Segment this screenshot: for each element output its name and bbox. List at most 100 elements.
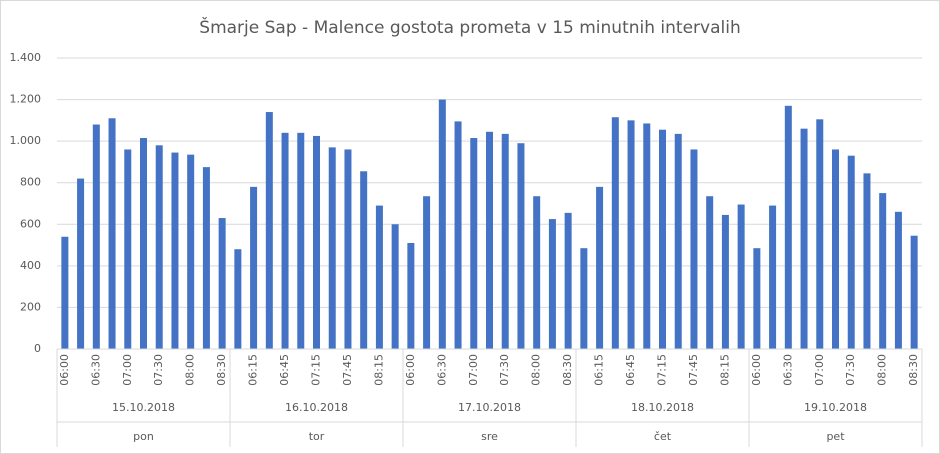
bar <box>108 118 116 350</box>
y-tick-label: 800 <box>20 176 41 189</box>
x-tick-label: 07:30 <box>152 354 165 386</box>
x-tick-label: 07:30 <box>498 354 511 386</box>
x-tick-label: 06:30 <box>435 354 448 386</box>
x-tick-label: 07:45 <box>687 354 700 386</box>
y-tick-label: 1.200 <box>10 93 42 106</box>
x-tick-label: 08:30 <box>215 354 228 386</box>
x-tick-label: 06:00 <box>404 354 417 386</box>
bar <box>548 219 556 349</box>
x-tick-label: 06:00 <box>750 354 763 386</box>
bar <box>61 236 69 349</box>
bar <box>816 119 824 349</box>
y-tick-label: 200 <box>20 300 41 313</box>
bar <box>202 167 210 349</box>
bar <box>674 133 682 349</box>
x-tick-label: 08:00 <box>530 354 543 386</box>
bar <box>910 235 918 349</box>
bar <box>250 186 258 349</box>
bar <box>800 128 808 349</box>
bar <box>140 138 147 349</box>
bar <box>659 129 666 349</box>
bar <box>721 214 729 349</box>
bar <box>894 211 902 349</box>
bar <box>832 149 839 349</box>
bar <box>643 123 651 349</box>
bar <box>234 249 242 349</box>
group-sublabel: sre <box>481 430 498 443</box>
bar <box>879 193 887 349</box>
x-tick-label: 07:00 <box>813 354 826 386</box>
group-label: 18.10.2018 <box>631 401 694 414</box>
bar <box>218 218 226 349</box>
y-tick-label: 0 <box>34 342 41 355</box>
x-tick-label: 08:30 <box>907 354 920 386</box>
bar <box>313 135 320 349</box>
x-tick-label: 07:45 <box>341 354 354 386</box>
y-tick-label: 1.400 <box>10 51 42 64</box>
bar <box>737 204 745 349</box>
bar <box>517 143 525 349</box>
group-sublabel: pet <box>826 430 845 443</box>
x-tick-label: 06:45 <box>624 354 637 386</box>
x-tick-label: 07:15 <box>656 354 669 386</box>
bar <box>784 105 792 349</box>
bar <box>690 149 698 349</box>
bar <box>187 154 195 349</box>
x-tick-label: 08:30 <box>561 354 574 386</box>
bar <box>281 132 289 349</box>
bar <box>265 112 273 350</box>
bar <box>171 152 179 349</box>
x-tick-label: 06:15 <box>247 354 260 386</box>
x-tick-label: 06:30 <box>781 354 794 386</box>
group-label: 19.10.2018 <box>804 401 867 414</box>
x-tick-label: 08:15 <box>372 354 385 386</box>
x-tick-label: 06:15 <box>593 354 606 386</box>
bar <box>438 99 446 349</box>
bar <box>627 120 635 349</box>
bar <box>155 145 163 349</box>
bar <box>753 248 761 349</box>
x-tick-label: 06:45 <box>278 354 291 386</box>
y-tick-label: 400 <box>20 259 41 272</box>
x-tick-label: 08:00 <box>184 354 197 386</box>
bar <box>92 124 100 349</box>
x-tick-label: 07:00 <box>467 354 480 386</box>
bar <box>297 132 305 349</box>
bar <box>596 186 604 349</box>
x-tick-label: 06:00 <box>58 354 71 386</box>
bar <box>533 196 541 349</box>
bar <box>454 121 462 350</box>
x-tick-label: 07:15 <box>310 354 323 386</box>
bar <box>501 133 509 349</box>
bar <box>706 196 714 349</box>
y-tick-label: 600 <box>20 217 41 230</box>
group-sublabel: pon <box>133 430 154 443</box>
x-tick-label: 07:30 <box>844 354 857 386</box>
bar <box>423 196 431 349</box>
group-sublabel: tor <box>309 430 325 443</box>
bar <box>360 171 368 349</box>
bar <box>470 138 478 349</box>
bar <box>564 212 572 349</box>
group-sublabel: čet <box>654 430 672 443</box>
x-tick-label: 07:00 <box>121 354 134 386</box>
group-label: 16.10.2018 <box>285 401 348 414</box>
bar <box>124 149 132 349</box>
y-tick-label: 1.000 <box>10 134 42 147</box>
bar <box>77 178 85 349</box>
bar <box>847 155 855 349</box>
chart-title: Šmarje Sap - Malence gostota prometa v 1… <box>199 16 740 38</box>
x-tick-label: 08:15 <box>718 354 731 386</box>
bar <box>375 205 383 349</box>
x-tick-label: 06:30 <box>89 354 102 386</box>
bar <box>391 224 399 349</box>
group-label: 17.10.2018 <box>458 401 521 414</box>
bar <box>580 248 588 349</box>
bar <box>344 149 352 349</box>
bar <box>486 131 493 349</box>
bar <box>863 173 871 349</box>
bar <box>407 242 415 349</box>
group-label: 15.10.2018 <box>112 401 175 414</box>
bar <box>328 147 336 349</box>
